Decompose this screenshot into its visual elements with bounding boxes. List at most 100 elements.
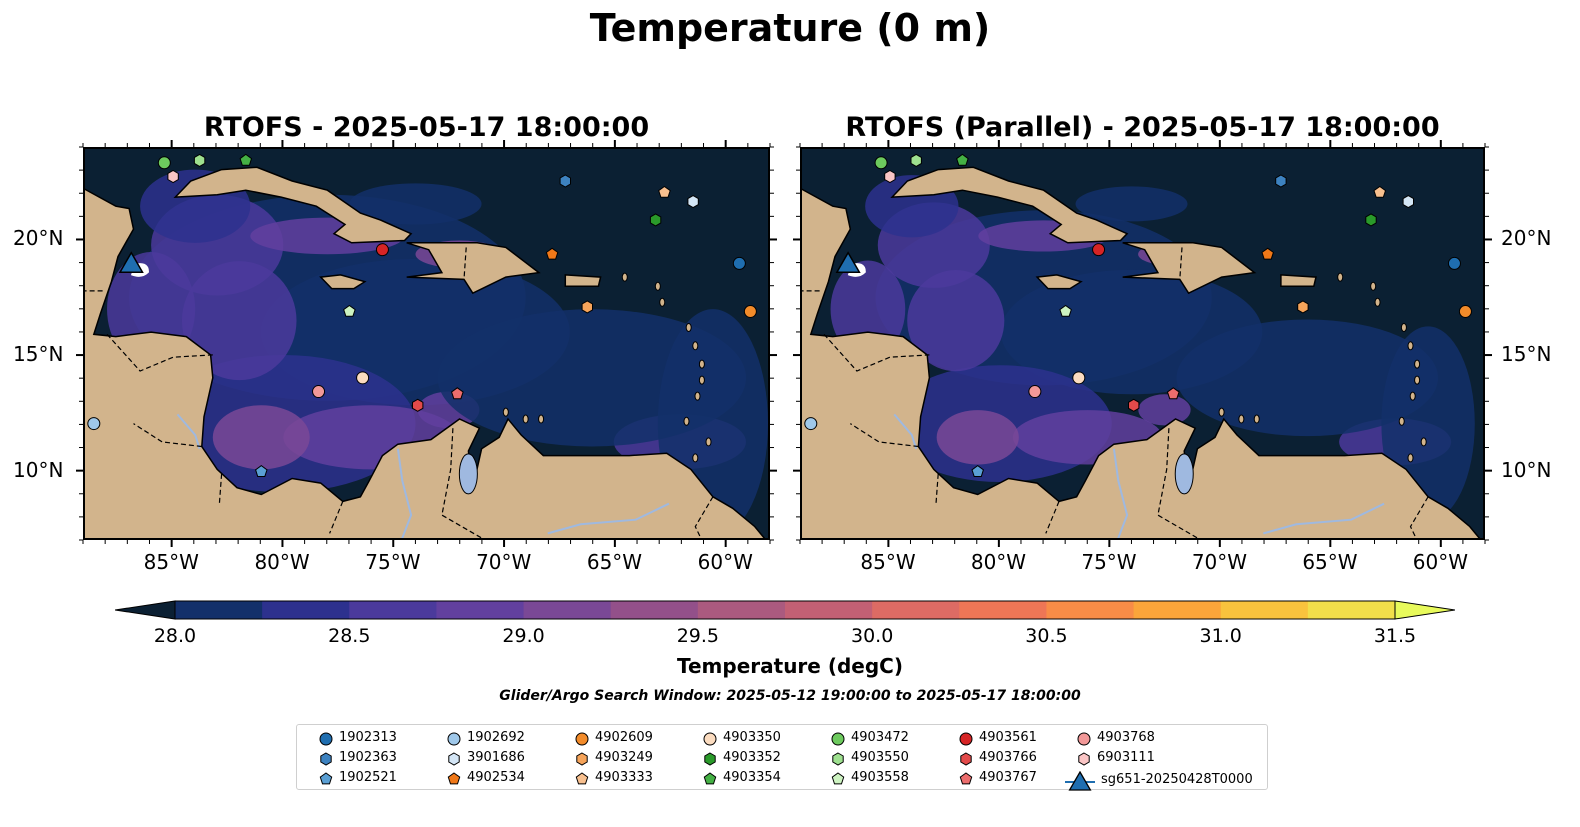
float-marker-4903768 xyxy=(312,385,326,399)
float-marker-4903472 xyxy=(157,156,171,170)
float-marker-6903111 xyxy=(884,169,896,184)
legend-label: 4903472 xyxy=(851,730,909,745)
colorbar-tick-label: 30.0 xyxy=(850,625,894,647)
colorbar-bin xyxy=(785,601,873,619)
lat-tick-label: 10°N xyxy=(13,457,64,482)
colorbar-bin xyxy=(1133,601,1222,619)
lat-tick-label: 10°N xyxy=(1501,457,1552,482)
float-marker-4903561 xyxy=(375,243,389,257)
float-marker-4903472 xyxy=(874,156,888,170)
float-marker-sg651-20250428T0000 xyxy=(118,251,144,273)
lon-tick-label: 85°W xyxy=(860,550,916,574)
colorbar-bin xyxy=(1220,601,1309,619)
float-marker-4903561 xyxy=(1092,243,1106,257)
float-marker-4903333 xyxy=(658,185,671,198)
colorbar-extend-low xyxy=(115,600,176,620)
map-panel-rtofs xyxy=(83,147,770,540)
float-marker-4903350 xyxy=(1072,371,1086,385)
legend-label: 4903333 xyxy=(595,770,653,785)
panel-title-right: RTOFS (Parallel) - 2025-05-17 18:00:00 xyxy=(845,112,1440,143)
legend-label: 1902521 xyxy=(339,770,397,785)
lon-tick-label: 65°W xyxy=(1302,550,1358,574)
colorbar-tick-label: 28.0 xyxy=(153,625,197,647)
float-marker-4902534 xyxy=(545,247,559,260)
lat-tick-label: 20°N xyxy=(13,226,64,251)
float-marker-1902313 xyxy=(732,256,746,270)
colorbar xyxy=(115,600,1455,620)
colorbar-bin xyxy=(959,601,1047,619)
colorbar-bin xyxy=(175,601,263,619)
colorbar-tick-label: 28.5 xyxy=(328,625,371,647)
colorbar-tick-label: 29.5 xyxy=(676,625,719,647)
lon-tick-label: 70°W xyxy=(1191,550,1248,574)
colorbar-tick-label: 29.0 xyxy=(502,625,545,647)
legend-label: 4902534 xyxy=(467,770,525,785)
lon-tick-label: 60°W xyxy=(1412,550,1469,574)
lon-tick-label: 65°W xyxy=(586,550,643,574)
map-panel-rtofs-parallel xyxy=(800,147,1485,540)
float-marker-1902363 xyxy=(559,174,571,188)
lon-tick-label: 80°W xyxy=(970,550,1027,574)
float-marker-6903111 xyxy=(167,169,179,184)
colorbar-bin xyxy=(1046,601,1135,619)
legend-label: 1902363 xyxy=(339,750,397,765)
float-marker-1902692 xyxy=(804,417,818,431)
legend-label: 4903767 xyxy=(979,770,1037,785)
float-marker-4903766 xyxy=(1128,398,1140,412)
legend-label: 4903249 xyxy=(595,750,653,765)
float-marker-4903352 xyxy=(649,213,662,227)
lon-tick-label: 75°W xyxy=(365,550,421,574)
legend-label: 6903111 xyxy=(1097,750,1155,765)
colorbar-bin xyxy=(1307,601,1396,619)
lon-tick-label: 85°W xyxy=(143,550,199,574)
colorbar-tick-label: 31.0 xyxy=(1199,625,1242,647)
map-canvas xyxy=(85,149,768,538)
legend-label: 3901686 xyxy=(467,750,525,765)
colorbar-label: Temperature (degC) xyxy=(677,654,903,678)
legend-label: 4903550 xyxy=(851,750,909,765)
legend-label: 4902609 xyxy=(595,730,653,745)
colorbar-bin xyxy=(610,601,699,619)
float-marker-4903768 xyxy=(1028,385,1042,399)
colorbar-extend-high xyxy=(1394,600,1455,620)
float-legend: 1902313 1902363 1902521 1902692 3901686 49025… xyxy=(296,724,1268,791)
float-marker-1902692 xyxy=(87,417,101,431)
float-marker-4903550 xyxy=(910,153,922,167)
float-marker-4903767 xyxy=(1166,387,1180,400)
float-marker-4903558 xyxy=(1059,304,1072,317)
float-marker-4903249 xyxy=(1297,300,1309,314)
float-marker-4903352 xyxy=(1365,213,1377,227)
float-marker-3901686 xyxy=(1402,195,1414,209)
legend-label: 1902313 xyxy=(339,730,397,745)
float-marker-4903558 xyxy=(343,304,356,317)
legend-label: 4903768 xyxy=(1097,730,1155,745)
colorbar-tick-label: 31.5 xyxy=(1373,625,1417,647)
tick-marks-right xyxy=(793,140,1492,547)
legend-label: sg651-20250428T0000 xyxy=(1101,772,1253,787)
legend-label: 4903350 xyxy=(723,730,781,745)
float-marker-4903767 xyxy=(451,387,464,400)
map-canvas xyxy=(802,149,1483,538)
lon-tick-label: 75°W xyxy=(1081,550,1137,574)
float-marker-1902521 xyxy=(971,464,984,477)
lon-tick-label: 80°W xyxy=(254,550,310,574)
legend-label: 1902692 xyxy=(467,730,525,745)
float-marker-4903350 xyxy=(356,371,370,385)
float-marker-1902363 xyxy=(1275,174,1287,188)
lon-tick-label: 60°W xyxy=(697,550,753,574)
legend-label: 4903354 xyxy=(723,770,781,785)
lat-tick-label: 20°N xyxy=(1501,226,1552,251)
colorbar-bin xyxy=(436,601,525,619)
lat-tick-label: 15°N xyxy=(13,342,64,367)
lat-tick-label: 15°N xyxy=(1501,342,1552,367)
colorbar-bin xyxy=(697,601,786,619)
colorbar-bin xyxy=(523,601,612,619)
colorbar-bin xyxy=(872,601,960,619)
search-window-caption: Glider/Argo Search Window: 2025-05-12 19… xyxy=(499,688,1081,704)
tick-marks-left xyxy=(76,140,777,547)
float-marker-4902609 xyxy=(1458,304,1472,318)
colorbar-bin xyxy=(349,601,437,619)
float-marker-4903333 xyxy=(1373,185,1387,198)
colorbar-bin xyxy=(262,601,350,619)
legend-label: 4903352 xyxy=(723,750,781,765)
